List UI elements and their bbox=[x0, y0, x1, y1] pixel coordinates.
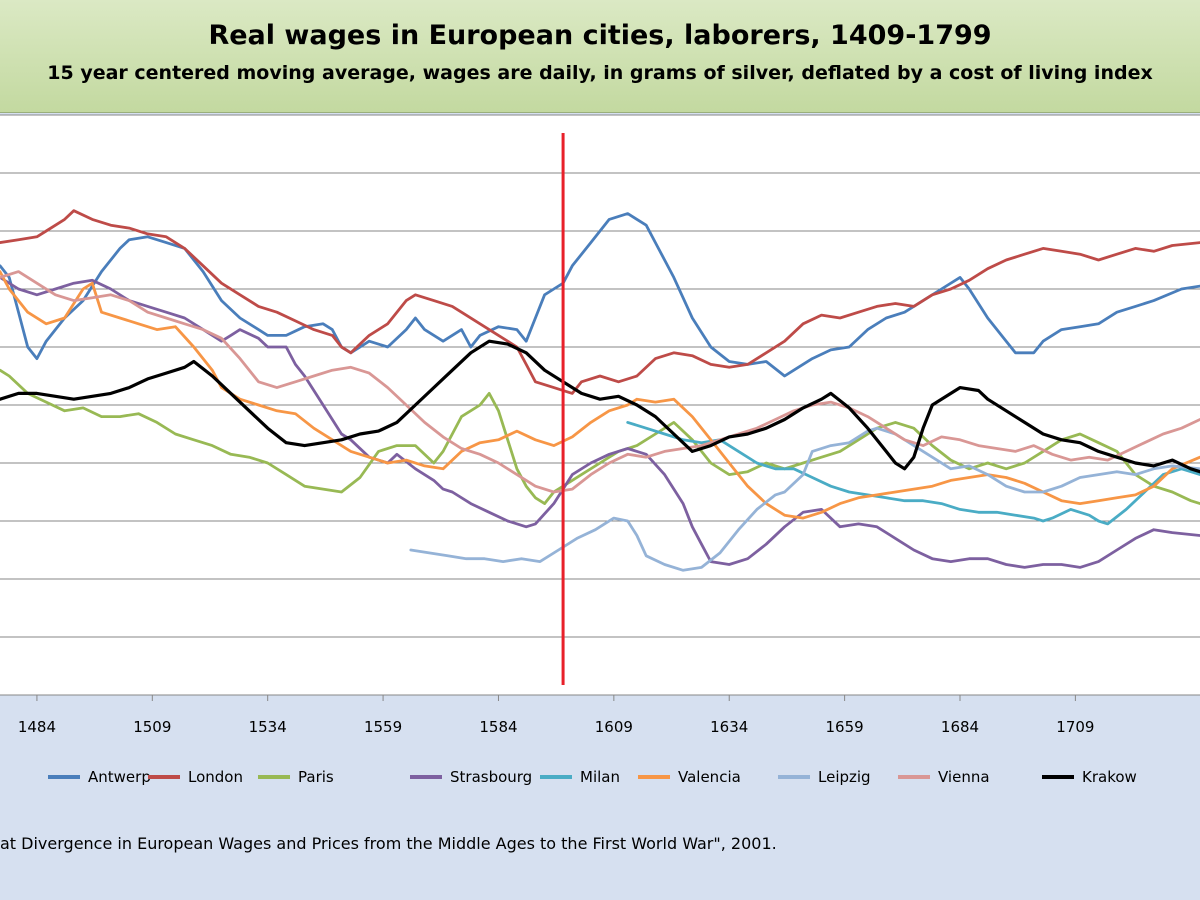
legend-item-valencia: Valencia bbox=[638, 764, 741, 790]
legend-label: Valencia bbox=[678, 768, 741, 786]
legend-swatch bbox=[48, 775, 80, 779]
legend-label: Leipzig bbox=[818, 768, 871, 786]
legend-item-paris: Paris bbox=[258, 764, 334, 790]
series-line-milan bbox=[626, 421, 1200, 526]
legend-label: Antwerp bbox=[88, 768, 151, 786]
series-line-leipzig bbox=[409, 426, 1200, 572]
x-tick-label: 1684 bbox=[941, 718, 979, 736]
x-tick-label: 1484 bbox=[18, 718, 56, 736]
x-axis: 1484 1509 1534 1559 1584 1609 1634 1659 1684 1709 bbox=[0, 694, 1200, 736]
gridlines bbox=[0, 114, 1200, 638]
legend-swatch bbox=[148, 775, 180, 779]
legend-item-strasbourg: Strasbourg bbox=[410, 764, 532, 790]
legend-swatch bbox=[258, 775, 290, 779]
chart-title-box: Real wages in European cities, laborers,… bbox=[0, 0, 1200, 113]
x-tick-label: 1509 bbox=[133, 718, 171, 736]
legend-item-antwerp: Antwerp bbox=[48, 764, 151, 790]
legend-label: Vienna bbox=[938, 768, 990, 786]
legend-swatch bbox=[638, 775, 670, 779]
legend-swatch bbox=[778, 775, 810, 779]
legend-item-milan: Milan bbox=[540, 764, 620, 790]
x-tick-label: 1534 bbox=[249, 718, 287, 736]
series-line-valencia bbox=[0, 270, 1200, 520]
legend-label: Paris bbox=[298, 768, 334, 786]
legend-swatch bbox=[410, 775, 442, 779]
legend-swatch bbox=[1042, 775, 1074, 779]
x-tick-label: 1584 bbox=[479, 718, 517, 736]
x-tick-label: 1709 bbox=[1056, 718, 1094, 736]
legend-item-london: London bbox=[148, 764, 243, 790]
chart-subtitle: 15 year centered moving average, wages a… bbox=[47, 62, 1153, 84]
x-tick-label: 1559 bbox=[364, 718, 402, 736]
chart-legend: Antwerp London Paris Strasbourg Milan Valenci… bbox=[0, 764, 1200, 790]
series-lines bbox=[0, 209, 1200, 572]
source-note: at Divergence in European Wages and Pric… bbox=[0, 834, 777, 853]
legend-label: Strasbourg bbox=[450, 768, 533, 786]
legend-swatch bbox=[898, 775, 930, 779]
legend-swatch bbox=[540, 775, 572, 779]
legend-item-krakow: Krakow bbox=[1042, 764, 1137, 790]
series-line-antwerp bbox=[0, 212, 1200, 378]
series-line-paris bbox=[0, 368, 1200, 505]
legend-label: London bbox=[188, 768, 243, 786]
x-tick-label: 1609 bbox=[595, 718, 633, 736]
chart-title: Real wages in European cities, laborers,… bbox=[208, 20, 992, 51]
series-line-krakow bbox=[0, 339, 1200, 474]
legend-item-leipzig: Leipzig bbox=[778, 764, 871, 790]
legend-item-vienna: Vienna bbox=[898, 764, 990, 790]
series-line-london bbox=[0, 209, 1200, 395]
legend-label: Krakow bbox=[1082, 768, 1137, 786]
series-line-vienna bbox=[0, 270, 1200, 494]
x-tick-label: 1634 bbox=[710, 718, 748, 736]
legend-label: Milan bbox=[580, 768, 620, 786]
x-tick-label: 1659 bbox=[826, 718, 864, 736]
